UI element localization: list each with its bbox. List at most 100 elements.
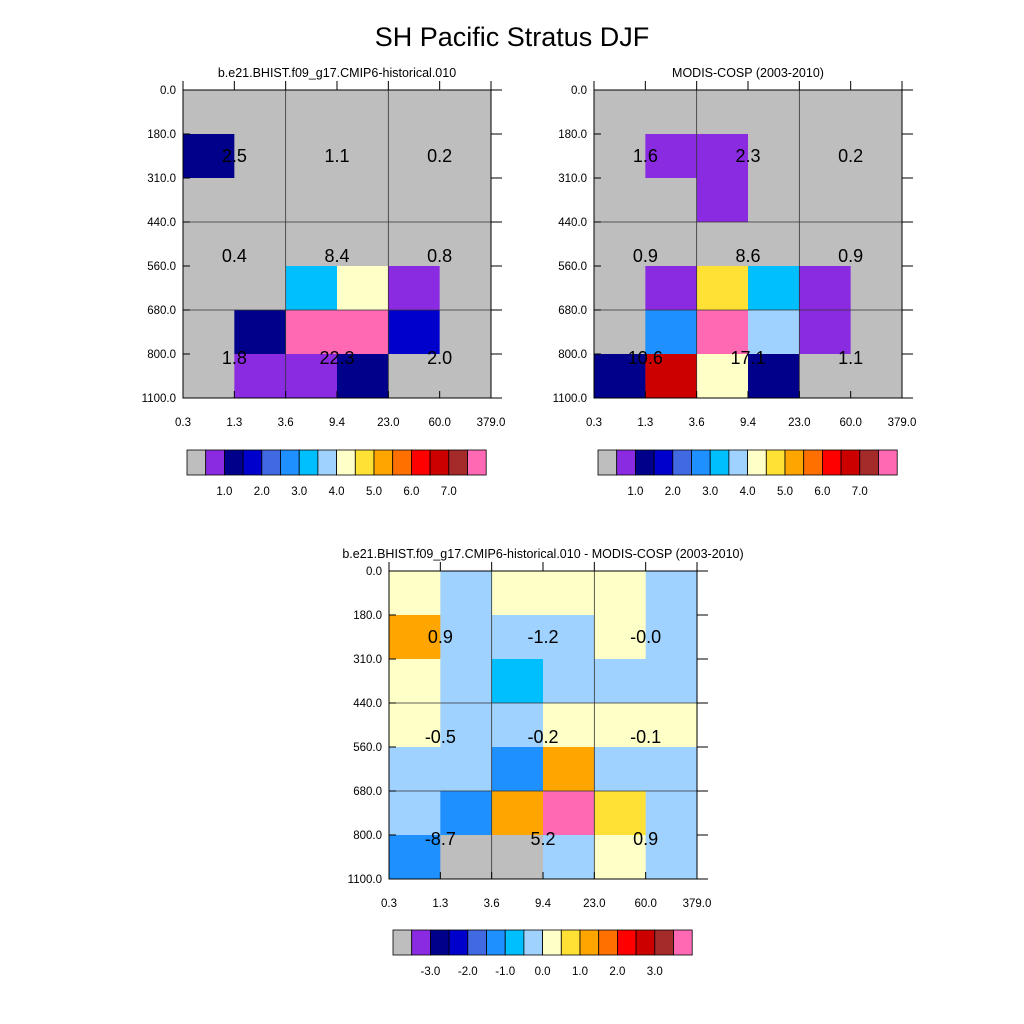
box-value-label: 2.0 [427, 348, 452, 368]
colorbar-swatch [635, 929, 656, 956]
heatmap-cell [337, 310, 389, 355]
heatmap-cell [696, 354, 749, 399]
heatmap-cell [388, 266, 441, 311]
heatmap-cell [850, 222, 903, 267]
heatmap-cell [337, 134, 389, 179]
heatmap-cell [440, 615, 493, 660]
heatmap-cell [439, 310, 492, 355]
heatmap-cell [183, 178, 235, 223]
heatmap-cell [491, 747, 544, 792]
colorbar-swatch [448, 929, 469, 956]
colorbar-label: 2.0 [665, 486, 681, 498]
heatmap-cell [594, 615, 647, 660]
panel-2: MODIS-COSP (2003-2010) 0.0 180.0 310.0 440.0… [553, 66, 917, 498]
x-tick-label: 0.3 [381, 898, 397, 910]
heatmap-cell [594, 178, 646, 223]
heatmap-cell [748, 222, 800, 267]
heatmap-cell [491, 835, 544, 880]
heatmap-cell [389, 703, 441, 748]
box-value-label: 1.8 [222, 348, 247, 368]
colorbar-swatch [429, 929, 450, 956]
colorbar-label: -3.0 [420, 966, 440, 978]
colorbar-swatch [205, 449, 225, 476]
colorbar-swatch [392, 929, 413, 956]
colorbar-label: 4.0 [329, 486, 345, 498]
box-value-label: 0.4 [222, 246, 247, 266]
colorbar-swatch [336, 449, 356, 476]
heatmap-cell [389, 747, 441, 792]
colorbar-label: 2.0 [609, 966, 625, 978]
heatmap-cell [389, 615, 441, 660]
heatmap-cell [440, 703, 493, 748]
y-tick-label: 680.0 [353, 786, 382, 798]
colorbar-label: 1.0 [627, 486, 643, 498]
colorbar-swatch [579, 929, 600, 956]
heatmap-cell [389, 659, 441, 704]
colorbar-swatch [411, 929, 431, 956]
heatmap-cell [183, 310, 235, 355]
heatmap-cell [850, 90, 903, 135]
colorbar-swatch [467, 929, 487, 956]
heatmap-cell [183, 266, 235, 311]
heatmap-cell [645, 747, 698, 792]
box-value-label: 2.5 [222, 146, 247, 166]
colorbar-swatch [859, 449, 879, 476]
y-tick-label: 440.0 [353, 698, 382, 710]
heatmap-cell [645, 791, 698, 836]
y-tick-label: 560.0 [147, 261, 176, 273]
heatmap-cell [850, 354, 903, 399]
x-tick-label: 379.0 [888, 417, 917, 429]
heatmap-cell [594, 659, 647, 704]
box-value-label: -1.2 [527, 627, 558, 647]
colorbar-swatch [298, 449, 319, 476]
x-tick-label: 3.6 [484, 898, 500, 910]
colorbar-swatch [429, 449, 450, 476]
heatmap-cell [799, 134, 852, 179]
colorbar-label: 4.0 [740, 486, 756, 498]
box-value-label: 0.2 [838, 146, 863, 166]
colorbar-swatch [803, 449, 823, 476]
colorbar-swatch [784, 449, 805, 476]
x-tick-label: 60.0 [634, 898, 656, 910]
heatmap-cell [645, 659, 698, 704]
colorbar-swatch [653, 449, 674, 476]
heatmap-cell [543, 747, 595, 792]
colorbar-label: 0.0 [535, 966, 551, 978]
y-tick-label: 0.0 [571, 85, 587, 97]
heatmap-cell [594, 310, 646, 355]
heatmap-cell [439, 90, 492, 135]
x-tick-label: 9.4 [329, 417, 346, 429]
heatmap-cell [696, 310, 749, 355]
heatmap-cell [389, 791, 441, 836]
heatmap-cell [748, 90, 800, 135]
panel-title: MODIS-COSP (2003-2010) [672, 66, 824, 80]
heatmap-cell [748, 266, 800, 311]
heatmap-cell [388, 354, 441, 399]
heatmap-cell [799, 178, 852, 223]
heatmap-cell [645, 354, 698, 399]
heatmap-cell [491, 659, 544, 704]
colorbar-label: 6.0 [403, 486, 419, 498]
heatmap-cell [285, 222, 338, 267]
panel-title: b.e21.BHIST.f09_g17.CMIP6-historical.010… [342, 547, 743, 561]
heatmap-cell [850, 178, 903, 223]
box-value-label: -0.0 [630, 627, 661, 647]
colorbar-swatch [280, 449, 300, 476]
heatmap-cell [594, 354, 646, 399]
heatmap-cell [543, 571, 595, 616]
y-tick-label: 310.0 [147, 173, 176, 185]
heatmap-cell [491, 703, 544, 748]
colorbar-swatch [261, 449, 281, 476]
heatmap-cell [645, 90, 698, 135]
box-value-label: -0.1 [630, 727, 661, 747]
y-tick-label: 180.0 [147, 129, 176, 141]
heatmap-cell [183, 134, 235, 179]
x-tick-label: 379.0 [683, 898, 712, 910]
heatmap-cell [748, 310, 800, 355]
heatmap-cell [594, 571, 647, 616]
colorbar-label: -1.0 [495, 966, 515, 978]
colorbar-swatch [542, 929, 562, 956]
y-tick-label: 800.0 [353, 830, 382, 842]
heatmap-cell [696, 178, 749, 223]
